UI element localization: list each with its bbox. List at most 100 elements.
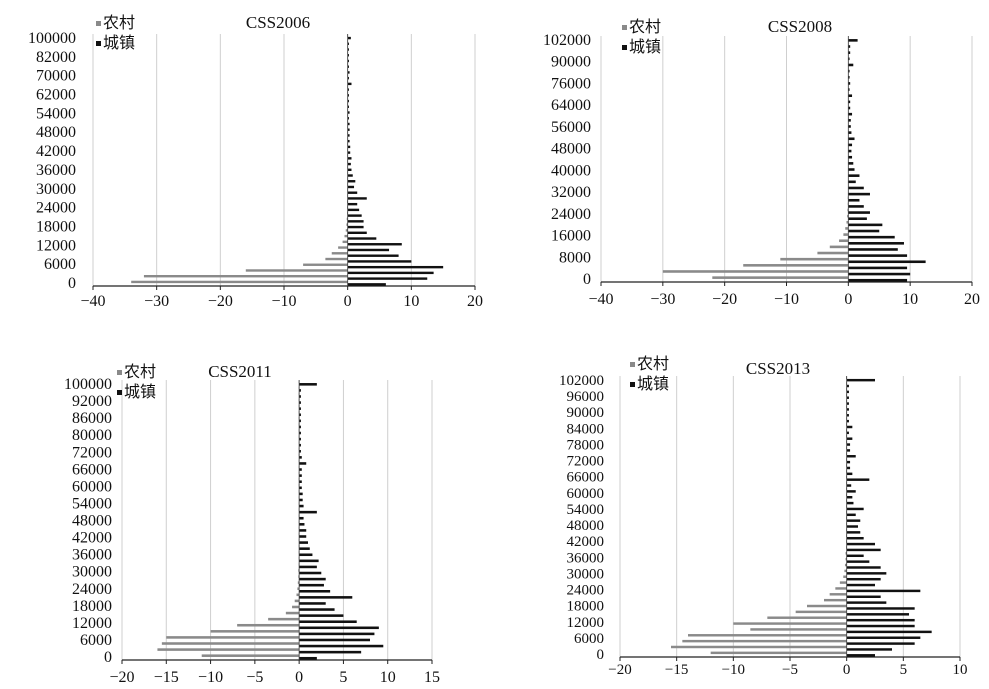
y-tick-label: 16000 <box>551 228 591 245</box>
y-tick-label: 66000 <box>72 461 112 478</box>
bar-urban <box>846 566 881 569</box>
chart-title: CSS2008 <box>768 17 832 36</box>
bar-urban <box>347 237 377 240</box>
bar-rural <box>662 270 849 273</box>
bar-rural <box>297 581 300 584</box>
bar-urban <box>299 456 302 459</box>
x-tick-label: 0 <box>843 662 851 678</box>
chart-panel-css2011: −20 −15 −10 −5 0 5 10 1506000120001800024000300… <box>64 362 440 686</box>
bar-urban <box>848 272 911 276</box>
bar-urban <box>846 437 853 440</box>
bar-urban <box>848 45 851 48</box>
bar-urban <box>848 235 895 239</box>
bar-rural <box>298 569 300 572</box>
y-tick-label: 6000 <box>574 631 604 647</box>
chart-title: CSS2006 <box>246 13 310 32</box>
bar-urban <box>299 583 324 587</box>
bar-urban <box>347 88 349 91</box>
bar-rural <box>338 246 348 249</box>
bar-urban <box>299 407 301 410</box>
bar-urban <box>846 402 849 405</box>
x-tick-label: 0 <box>344 293 352 310</box>
chart-title: CSS2011 <box>208 362 272 381</box>
y-tick-label: 8000 <box>559 249 591 266</box>
bar-urban <box>848 100 851 104</box>
legend-label: 农村 <box>637 354 669 373</box>
bar-urban <box>846 501 854 505</box>
y-tick-label: 62000 <box>36 87 76 104</box>
bar-urban <box>299 553 313 557</box>
bar-urban <box>846 618 915 622</box>
bar-urban <box>848 119 851 122</box>
y-tick-label: 80000 <box>72 427 112 444</box>
bar-rural <box>157 648 300 651</box>
bar-urban <box>299 577 326 581</box>
x-tick-label: −30 <box>144 293 169 310</box>
y-tick-label: 30000 <box>72 564 112 581</box>
y-tick-label: 56000 <box>551 119 591 136</box>
x-tick-label: −10 <box>774 291 799 308</box>
bar-urban <box>846 478 870 481</box>
x-tick-label: −20 <box>208 293 233 310</box>
y-tick-label: 12000 <box>72 615 112 632</box>
bar-urban <box>846 378 875 382</box>
legend-label: 城镇 <box>103 33 135 52</box>
bar-rural <box>847 208 849 212</box>
bar-urban <box>846 384 849 388</box>
y-tick-label: 102000 <box>559 373 604 389</box>
bar-urban <box>299 510 317 514</box>
y-tick-label: 72000 <box>72 444 112 461</box>
bar-urban <box>846 449 851 452</box>
x-tick-label: 5 <box>339 669 347 686</box>
legend-swatch <box>630 382 635 387</box>
bar-urban <box>347 157 352 160</box>
legend-swatch <box>622 25 627 30</box>
y-tick-label: 6000 <box>44 256 76 273</box>
bar-urban <box>347 36 351 40</box>
bar-urban <box>347 145 351 149</box>
bar-urban <box>846 519 861 522</box>
y-tick-label: 18000 <box>36 218 76 235</box>
bar-urban <box>848 254 908 257</box>
bar-rural <box>296 593 300 597</box>
bar-rural <box>331 252 348 255</box>
y-tick-label: 60000 <box>567 486 605 502</box>
y-tick-label: 24000 <box>567 583 605 599</box>
y-tick-label: 48000 <box>72 513 112 530</box>
legend-label: 城镇 <box>124 382 156 401</box>
bar-urban <box>848 168 855 171</box>
bar-urban <box>848 63 854 67</box>
legend-label: 城镇 <box>629 37 661 56</box>
y-tick-label: 48000 <box>36 124 76 141</box>
y-tick-label: 72000 <box>567 454 605 470</box>
y-tick-label: 100000 <box>64 376 112 393</box>
y-tick-label: 36000 <box>36 162 76 179</box>
legend-label: 城镇 <box>637 374 669 393</box>
bar-rural <box>780 257 849 261</box>
bar-urban <box>347 65 349 68</box>
bar-urban <box>846 455 856 458</box>
bar-urban <box>846 536 864 540</box>
bar-rural <box>733 622 847 625</box>
bar-urban <box>347 139 350 143</box>
y-tick-label: 36000 <box>567 550 605 566</box>
y-tick-label: 60000 <box>72 478 112 495</box>
bar-urban <box>848 39 858 42</box>
bar-urban <box>347 254 399 257</box>
bar-urban <box>347 208 360 212</box>
bar-rural <box>682 639 847 643</box>
bar-rural <box>245 269 348 272</box>
bar-urban <box>299 632 375 636</box>
y-tick-label: 18000 <box>567 599 605 615</box>
bar-rural <box>294 599 300 603</box>
y-tick-label: 102000 <box>543 32 591 49</box>
bar-urban <box>846 408 849 411</box>
bar-urban <box>848 149 852 153</box>
y-tick-label: 90000 <box>567 405 605 421</box>
bar-urban <box>846 466 851 470</box>
bar-rural <box>268 617 300 621</box>
bar-urban <box>848 260 926 264</box>
bar-urban <box>347 265 444 269</box>
bar-urban <box>299 474 302 477</box>
chart-panel-css2008: −40 −30 −20 −10 0 10 20 0 8000 16000 24000 32000 400… <box>543 17 980 308</box>
